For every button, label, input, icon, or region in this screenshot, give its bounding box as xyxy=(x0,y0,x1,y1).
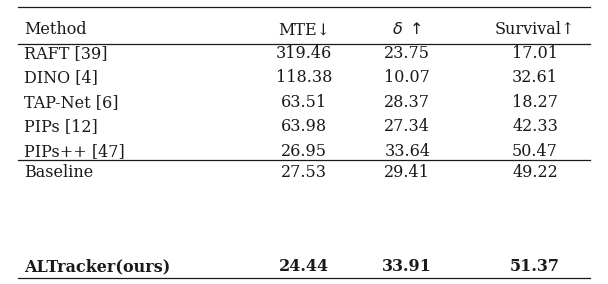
Text: 63.51: 63.51 xyxy=(281,94,327,111)
Text: 51.37: 51.37 xyxy=(510,258,560,275)
Text: 29.41: 29.41 xyxy=(384,164,430,181)
Text: $\delta$ $\uparrow$: $\delta$ $\uparrow$ xyxy=(392,21,423,38)
Text: Survival↑: Survival↑ xyxy=(495,21,575,38)
Text: 319.46: 319.46 xyxy=(276,45,332,62)
Text: 118.38: 118.38 xyxy=(276,69,332,86)
Text: 27.53: 27.53 xyxy=(281,164,327,181)
Text: Method: Method xyxy=(24,21,87,38)
Text: 27.34: 27.34 xyxy=(384,118,430,135)
Text: PIPs++ [47]: PIPs++ [47] xyxy=(24,143,125,160)
Text: TAP-Net [6]: TAP-Net [6] xyxy=(24,94,119,111)
Text: 17.01: 17.01 xyxy=(512,45,558,62)
Text: 49.22: 49.22 xyxy=(512,164,558,181)
Text: ALTracker(ours): ALTracker(ours) xyxy=(24,258,171,275)
Text: Baseline: Baseline xyxy=(24,164,94,181)
Text: 23.75: 23.75 xyxy=(384,45,430,62)
Text: 42.33: 42.33 xyxy=(512,118,558,135)
Text: MTE↓: MTE↓ xyxy=(278,21,330,38)
Text: 33.91: 33.91 xyxy=(382,258,432,275)
Text: 28.37: 28.37 xyxy=(384,94,430,111)
Text: 24.44: 24.44 xyxy=(279,258,329,275)
Text: 18.27: 18.27 xyxy=(512,94,558,111)
Text: 10.07: 10.07 xyxy=(384,69,430,86)
Text: PIPs [12]: PIPs [12] xyxy=(24,118,98,135)
Text: 50.47: 50.47 xyxy=(512,143,558,160)
Text: 63.98: 63.98 xyxy=(281,118,327,135)
Text: 33.64: 33.64 xyxy=(384,143,430,160)
Text: RAFT [39]: RAFT [39] xyxy=(24,45,108,62)
Text: 32.61: 32.61 xyxy=(512,69,558,86)
Text: 26.95: 26.95 xyxy=(281,143,327,160)
Text: DINO [4]: DINO [4] xyxy=(24,69,98,86)
